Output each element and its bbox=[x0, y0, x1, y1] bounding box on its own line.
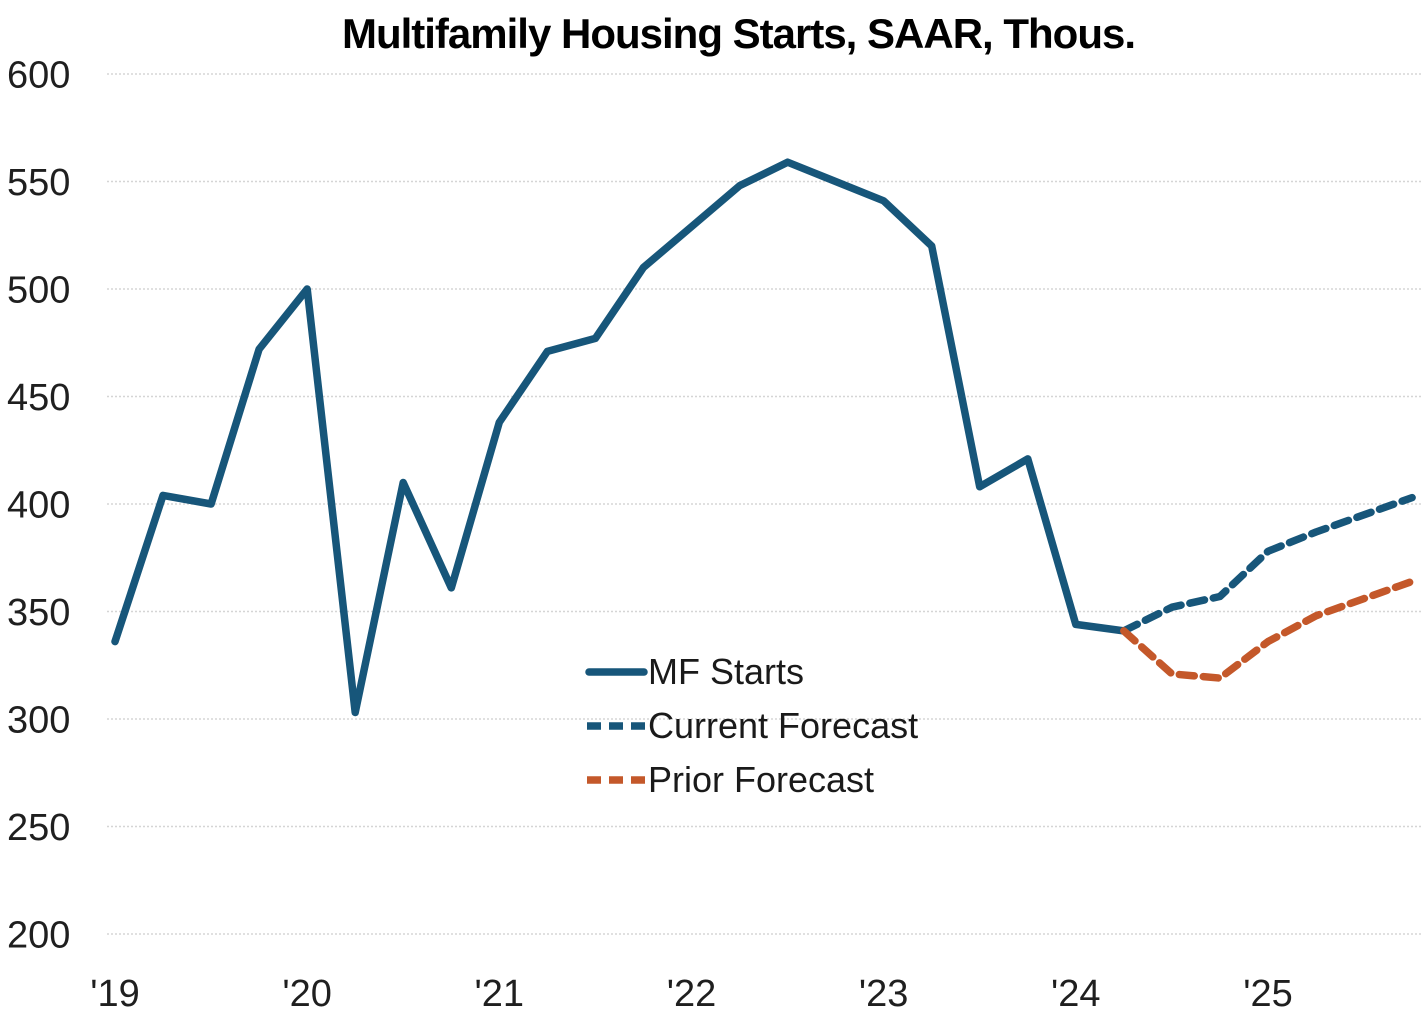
legend-label-current-forecast: Current Forecast bbox=[648, 705, 919, 746]
series-line-prior-forecast bbox=[1120, 577, 1416, 682]
y-tick-label: 250 bbox=[7, 807, 70, 849]
x-tick-label: '22 bbox=[667, 973, 717, 1015]
x-tick-label: '19 bbox=[90, 973, 140, 1015]
y-tick-label: 450 bbox=[7, 377, 70, 419]
y-tick-label: 200 bbox=[7, 914, 70, 956]
y-tick-label: 500 bbox=[7, 269, 70, 311]
y-tick-label: 300 bbox=[7, 699, 70, 741]
legend-swatch-dashed-blue-line-icon bbox=[587, 722, 646, 730]
x-tick-label: '20 bbox=[282, 973, 332, 1015]
chart-title: Multifamily Housing Starts, SAAR, Thous. bbox=[341, 10, 1136, 57]
y-tick-label: 550 bbox=[7, 162, 70, 204]
y-tick-label: 350 bbox=[7, 592, 70, 634]
x-tick-label: '23 bbox=[859, 973, 909, 1015]
legend-swatch-solid-line-icon bbox=[585, 668, 648, 676]
legend: MF Starts Current Forecast Prior Forecas… bbox=[585, 645, 918, 807]
legend-item-prior-forecast: Prior Forecast bbox=[585, 753, 918, 807]
series-line-mf-starts bbox=[111, 158, 1128, 717]
legend-label-prior-forecast: Prior Forecast bbox=[648, 759, 875, 800]
legend-item-current-forecast: Current Forecast bbox=[585, 699, 918, 753]
y-tick-label: 400 bbox=[7, 484, 70, 526]
x-tick-label: '25 bbox=[1243, 973, 1293, 1015]
legend-swatch-dashed-orange-line-icon bbox=[587, 776, 646, 784]
y-tick-label: 600 bbox=[7, 54, 70, 96]
x-tick-label: '24 bbox=[1051, 973, 1101, 1015]
series-line-current-forecast bbox=[1120, 493, 1416, 635]
legend-label-mf-starts: MF Starts bbox=[648, 651, 805, 692]
x-tick-label: '21 bbox=[475, 973, 525, 1015]
legend-item-mf-starts: MF Starts bbox=[585, 645, 918, 699]
